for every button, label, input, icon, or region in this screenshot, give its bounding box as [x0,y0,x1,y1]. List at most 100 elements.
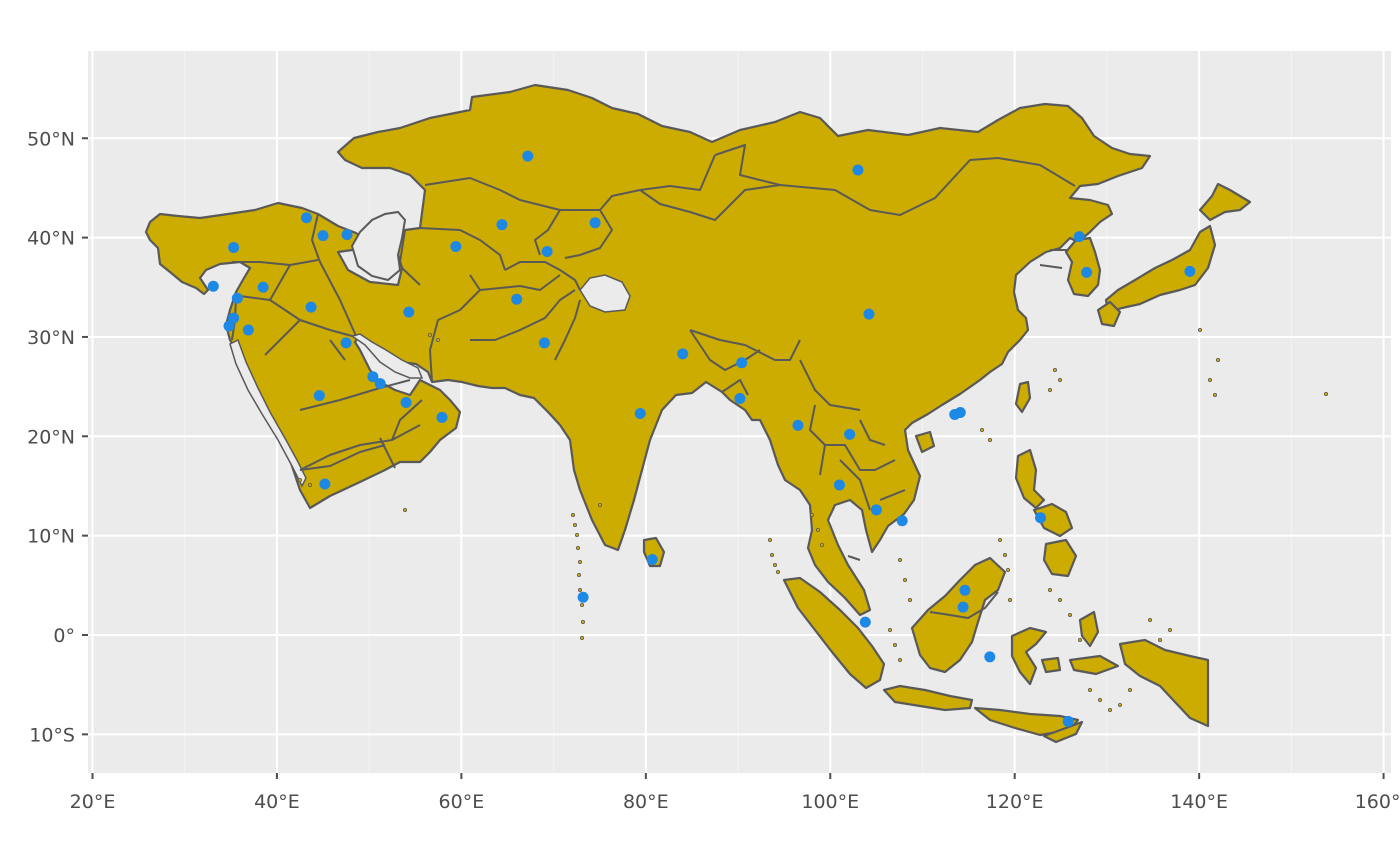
centroid-point [859,616,871,628]
halmahera [1078,610,1100,648]
x-tick-label: 80°E [623,791,669,813]
islet [1213,392,1218,397]
islet [580,603,585,608]
islet [576,546,581,551]
islet [580,636,585,641]
islet [1198,327,1203,332]
x-tick-label: 160°E [1355,791,1400,813]
centroid-point [231,292,243,304]
islet [1008,598,1013,603]
centroid-point [870,504,882,516]
landmasses [144,83,1252,744]
centroid-point [954,406,966,418]
x-tick-label: 100°E [801,791,859,813]
centroid-point [634,407,646,419]
caspian-sea [350,210,407,282]
seram [1068,654,1120,676]
centroid-point [959,584,971,596]
centroid-point [538,337,550,349]
islet [776,570,781,575]
y-tick-label: 50°N [27,128,75,150]
centroid-point [242,324,254,336]
islet [1053,367,1058,372]
axes: 20°E 40°E 60°E 80°E 100°E 120°E 140°E 160°E 50°N… [27,128,1400,813]
japan-hokkaido [1198,182,1252,222]
islet [297,477,302,482]
red-sea [229,338,307,488]
islet [1324,391,1329,396]
x-tick-label: 20°E [70,791,116,813]
centroid-point [833,479,845,491]
centroid-point [896,515,908,527]
centroid-point [374,378,386,390]
islet [1058,598,1063,603]
hainan [914,430,936,454]
centroid-points [207,150,1196,727]
islet [988,437,993,442]
islet [888,628,893,633]
centroid-point [1073,231,1085,243]
centroid-point [300,212,312,224]
centroid-point [957,601,969,613]
islet [1216,357,1221,362]
islet [435,337,440,342]
philippines-visayas [1032,502,1074,538]
japan-honshu [1104,224,1217,314]
islet [427,332,432,337]
centroid-point [257,281,269,293]
centroid-point [305,301,317,313]
x-tick-label: 40°E [254,791,300,813]
y-tick-label: 20°N [27,426,75,448]
centroid-point [577,591,589,603]
islet [1148,618,1153,623]
centroid-point [207,280,219,292]
islet [898,658,903,663]
sulawesi [1010,626,1048,686]
japan-kyushu [1096,300,1122,328]
centroid-point [403,306,415,318]
islet [575,533,580,538]
philippines-luzon [1014,448,1046,510]
centroid-point [496,219,508,231]
islet [402,507,407,512]
centroid-point [1081,266,1093,278]
korea [1064,236,1102,298]
philippines-mindanao [1042,538,1078,578]
new-guinea [1118,638,1210,728]
timor [1042,720,1084,744]
islet [573,523,578,528]
islet [577,573,582,578]
centroid-point [313,390,325,402]
centroid-point [736,357,748,369]
y-tick-label: 30°N [27,327,75,349]
x-tick-label: 60°E [439,791,485,813]
x-tick-label: 120°E [986,791,1044,813]
mainland-asia [144,83,1152,617]
borders-arabia [299,399,423,471]
islet [1068,613,1073,618]
centroid-point [340,337,352,349]
centroid-point [400,397,412,409]
y-tick-label: 0° [53,625,75,647]
islet [1208,377,1213,382]
islet [1006,568,1011,573]
islet [1088,688,1093,693]
y-tick-label: 10°S [29,724,75,746]
centroid-point [522,150,534,162]
islet [908,598,913,603]
islet [1128,688,1133,693]
islet [816,528,821,533]
persian-gulf [350,333,424,379]
java [882,684,974,712]
centroid-point [223,320,235,332]
islet [578,588,583,593]
borders-middle-east [231,144,1078,511]
islet [998,538,1003,543]
centroid-point [677,348,689,360]
islet [980,427,985,432]
centroid-point [1062,715,1074,727]
centroid-point [863,308,875,320]
centroid-point [984,651,996,663]
centroid-point [317,230,329,242]
centroid-point [541,246,553,258]
